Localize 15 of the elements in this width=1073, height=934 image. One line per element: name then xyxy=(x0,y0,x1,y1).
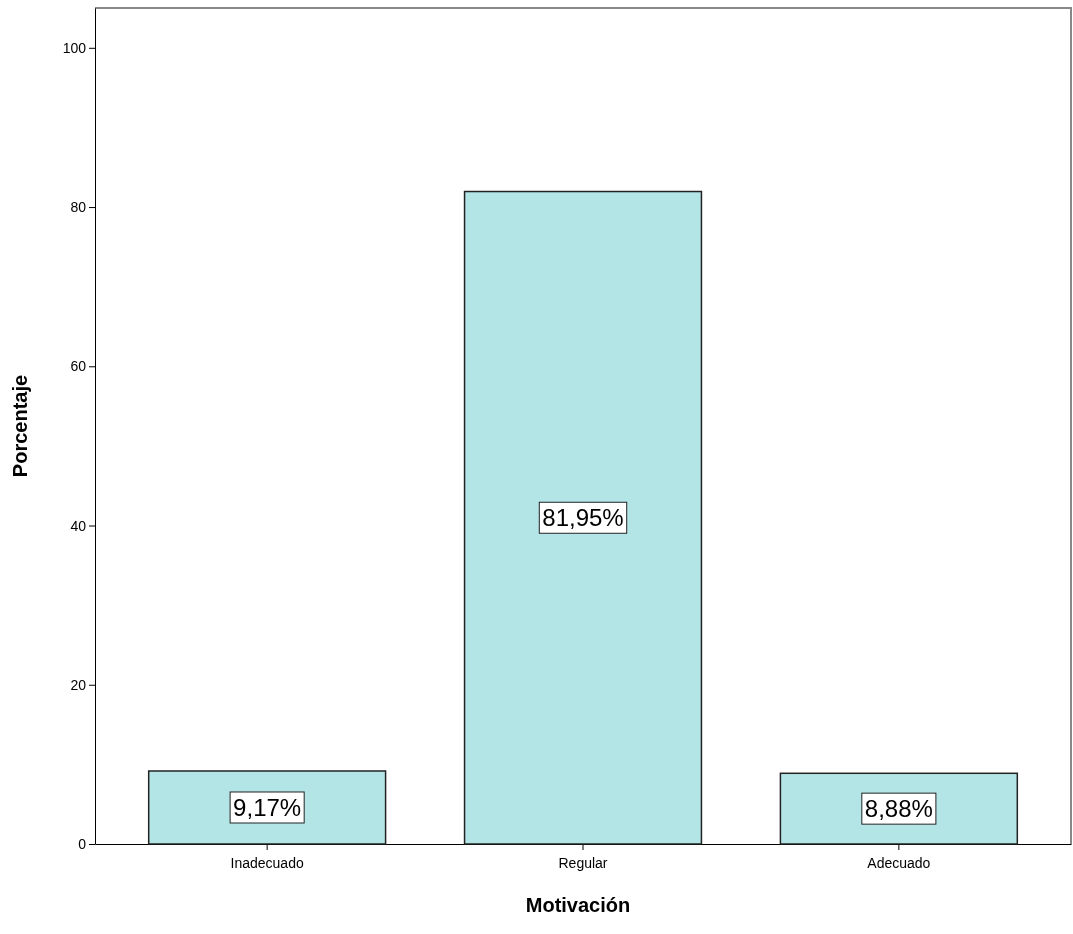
data-label: 81,95% xyxy=(542,504,624,532)
x-axis-title: Motivación xyxy=(525,894,631,916)
y-axis-title: Porcentaje xyxy=(9,374,31,478)
data-label: 8,88% xyxy=(864,795,933,823)
y-tick-label: 80 xyxy=(70,199,87,216)
y-tick-label: 40 xyxy=(70,517,87,534)
y-tick-label: 0 xyxy=(78,835,87,852)
x-tick-label: Regular xyxy=(558,855,608,872)
y-tick-label: 100 xyxy=(62,39,87,56)
bar xyxy=(463,190,703,845)
y-tick-label: 60 xyxy=(70,358,87,375)
x-tick-label: Inadecuado xyxy=(230,855,304,872)
x-tick-label: Adecuado xyxy=(867,855,931,872)
y-tick-label: 20 xyxy=(70,676,87,693)
data-label: 9,17% xyxy=(233,793,302,821)
